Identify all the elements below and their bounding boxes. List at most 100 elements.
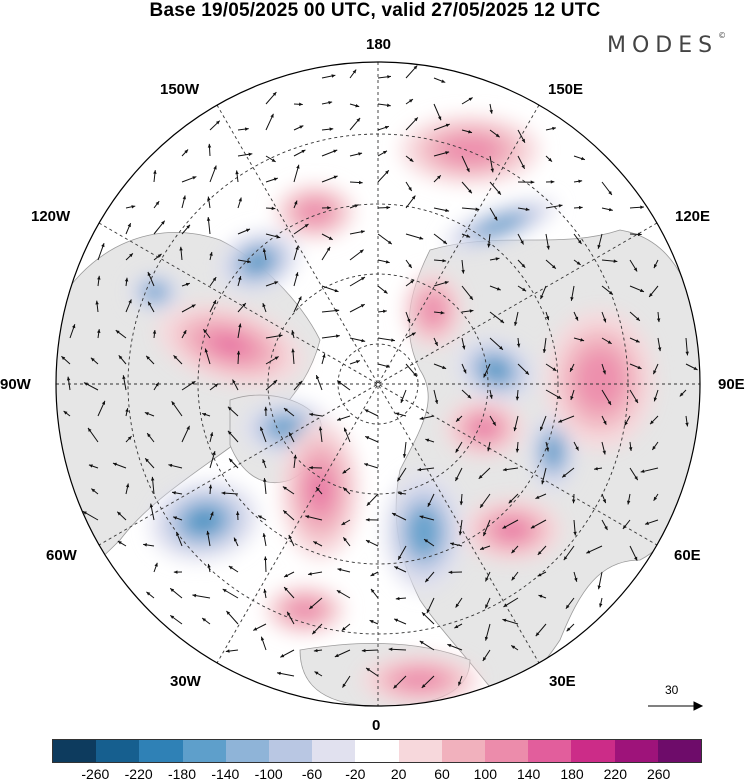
colorbar-swatch bbox=[657, 740, 702, 762]
wind-arrow bbox=[171, 491, 183, 495]
wind-arrow bbox=[489, 285, 501, 291]
wind-arrow bbox=[293, 245, 299, 261]
wind-arrow bbox=[570, 389, 575, 401]
wind-arrow bbox=[405, 98, 414, 105]
wind-arrow bbox=[545, 311, 550, 321]
wind-arrow bbox=[377, 363, 391, 368]
wind-arrow bbox=[315, 374, 323, 391]
wind-arrow bbox=[433, 151, 450, 157]
colorbar-tick-label: 20 bbox=[390, 766, 407, 782]
wind-arrow bbox=[388, 647, 407, 651]
wind-arrow bbox=[265, 113, 274, 131]
wind-arrow bbox=[461, 155, 470, 173]
wind-arrow bbox=[95, 300, 99, 313]
wind-arrow bbox=[232, 379, 239, 391]
wind-arrow bbox=[263, 478, 267, 495]
wind-arrow bbox=[153, 220, 166, 235]
positive-anomaly bbox=[504, 524, 520, 536]
lon-label-0: 0 bbox=[372, 717, 381, 734]
wind-arrow bbox=[349, 69, 357, 79]
wind-arrow bbox=[282, 510, 295, 521]
wind-arrow bbox=[489, 415, 497, 426]
wind-arrow bbox=[349, 230, 365, 235]
wind-arrow bbox=[433, 207, 450, 213]
wind-arrow bbox=[573, 259, 581, 266]
wind-arrow bbox=[288, 534, 295, 547]
wind-arrow bbox=[483, 363, 491, 378]
wind-arrow bbox=[308, 597, 323, 610]
wind-arrow bbox=[426, 597, 435, 614]
wind-arrow bbox=[235, 170, 239, 183]
wind-arrow bbox=[209, 451, 216, 469]
wind-arrow bbox=[145, 355, 155, 365]
wind-arrow bbox=[433, 174, 442, 183]
wind-arrow bbox=[489, 155, 494, 173]
colorbar-tick-label: 220 bbox=[603, 766, 628, 782]
wind-arrow bbox=[293, 149, 306, 157]
wind-arrow bbox=[365, 435, 379, 443]
wind-arrow bbox=[517, 180, 535, 184]
wind-arrow bbox=[433, 103, 442, 121]
wind-arrow bbox=[433, 337, 439, 347]
colorbar-ticks: -260 -220 -180 -140 -100 -60 -20 20 60 100 140 180 2… bbox=[52, 766, 702, 783]
wind-arrow bbox=[342, 537, 351, 547]
wind-arrow bbox=[405, 311, 411, 323]
colorbar-swatch bbox=[528, 740, 572, 762]
wind-arrow bbox=[291, 348, 295, 365]
wind-arrow bbox=[517, 233, 524, 245]
wind-arrow bbox=[349, 360, 361, 365]
wind-arrow bbox=[237, 302, 247, 313]
wind-arrow bbox=[419, 515, 435, 521]
wind-arrow bbox=[146, 591, 155, 599]
wind-arrow bbox=[369, 619, 379, 625]
wind-arrow bbox=[395, 596, 407, 601]
wind-arrow bbox=[365, 539, 379, 547]
negative-anomaly bbox=[143, 283, 167, 301]
wind-arrow bbox=[283, 571, 295, 578]
wind-arrow bbox=[459, 493, 464, 506]
wind-arrow bbox=[461, 129, 473, 134]
wind-arrow bbox=[508, 493, 519, 504]
wind-arrow bbox=[510, 645, 519, 651]
wind-arrow bbox=[265, 177, 278, 183]
positive-anomaly bbox=[575, 349, 625, 411]
wind-arrow bbox=[561, 467, 575, 478]
wind-arrow bbox=[628, 441, 633, 452]
wind-arrow bbox=[648, 285, 659, 298]
lon-label-60w: 60W bbox=[46, 547, 77, 564]
wind-arrow bbox=[237, 259, 252, 264]
wind-arrow bbox=[264, 406, 268, 417]
wind-arrow bbox=[487, 233, 491, 248]
wind-arrow bbox=[511, 545, 519, 554]
wind-arrow bbox=[679, 389, 687, 397]
wind-arrow bbox=[315, 486, 323, 495]
colorbar-tick-label: 260 bbox=[646, 766, 671, 782]
wind-arrow bbox=[517, 155, 526, 170]
wind-arrow bbox=[573, 571, 578, 582]
wind-arrow bbox=[228, 565, 239, 573]
wind-arrow bbox=[192, 593, 211, 599]
wind-arrow bbox=[125, 483, 130, 495]
wind-arrow bbox=[502, 519, 519, 529]
wind-arrow bbox=[423, 538, 435, 547]
positive-anomaly bbox=[218, 338, 242, 352]
wind-arrow bbox=[405, 65, 418, 79]
colorbar-swatch bbox=[571, 740, 615, 762]
positive-anomaly bbox=[439, 134, 501, 166]
wind-arrow bbox=[181, 149, 189, 157]
wind-arrow bbox=[563, 545, 575, 561]
wind-arrow bbox=[454, 623, 463, 629]
wind-arrow bbox=[293, 454, 297, 469]
wind-arrow bbox=[657, 337, 662, 352]
wind-arrow bbox=[421, 675, 435, 689]
wind-arrow bbox=[342, 487, 351, 495]
wind-arrow bbox=[629, 232, 642, 237]
wind-arrow bbox=[601, 441, 606, 455]
wind-arrow bbox=[489, 311, 505, 324]
wind-arrow bbox=[626, 493, 631, 505]
wind-arrow bbox=[685, 415, 689, 427]
wind-arrow bbox=[433, 258, 447, 263]
wind-arrow bbox=[336, 380, 351, 391]
wind-arrow bbox=[280, 649, 295, 658]
colorbar-swatch bbox=[355, 740, 399, 762]
